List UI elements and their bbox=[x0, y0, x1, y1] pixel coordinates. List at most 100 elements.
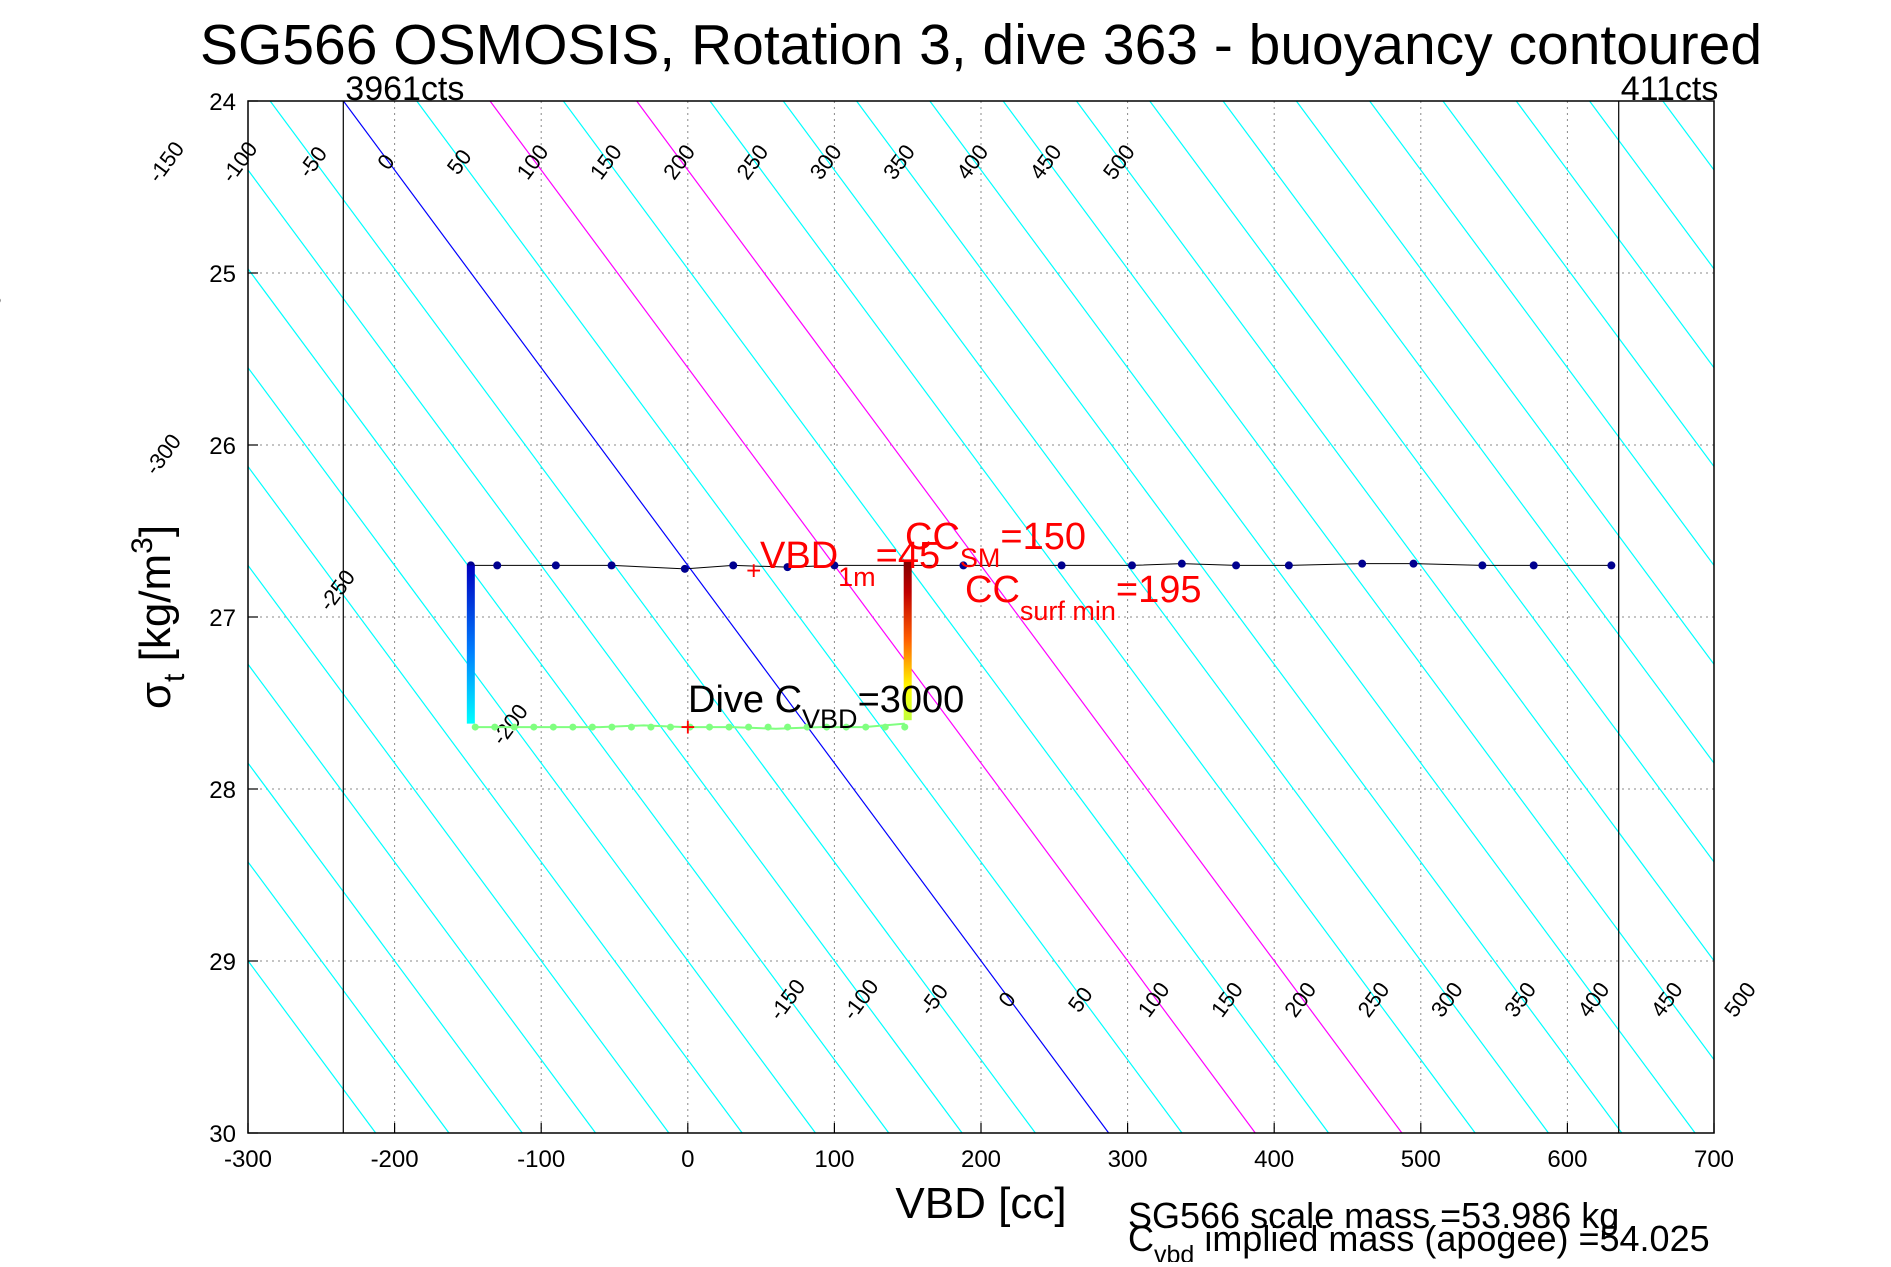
series-0-point-15 bbox=[1358, 559, 1367, 568]
series-2-point-15 bbox=[764, 723, 772, 731]
series-bar-3 bbox=[903, 560, 912, 721]
series-2-point-4 bbox=[549, 723, 557, 731]
x-tick-label-4: 100 bbox=[814, 1146, 854, 1173]
series-2-point-21 bbox=[881, 723, 889, 731]
contour-line-21 bbox=[1149, 101, 1714, 863]
annotation-cc-sm: CCSM=150 bbox=[905, 516, 1086, 573]
contour-line-1 bbox=[248, 860, 450, 1133]
contour-line-26 bbox=[1515, 101, 1714, 369]
footer-implied-mass: Cvbd implied mass (apogee) =54.025 bbox=[1128, 1218, 1710, 1262]
series-0-point-19 bbox=[1607, 561, 1616, 570]
series-2-point-10 bbox=[666, 723, 674, 731]
y-tick-label-1: 25 bbox=[209, 261, 236, 288]
series-2-point-12 bbox=[706, 723, 714, 731]
series-0-point-14 bbox=[1284, 561, 1293, 570]
contour-line-6 bbox=[248, 366, 816, 1133]
x-tick-label-7: 400 bbox=[1254, 1146, 1294, 1173]
x-tick-label-5: 200 bbox=[961, 1146, 1001, 1173]
marker-0: + bbox=[746, 556, 761, 586]
y-tick-label-3: 27 bbox=[209, 605, 236, 632]
contour-line-22 bbox=[1222, 101, 1714, 765]
contour-line-16 bbox=[782, 101, 1549, 1133]
series-0-point-5 bbox=[729, 561, 738, 570]
series-2-point-0 bbox=[471, 723, 479, 731]
contour-line-12 bbox=[489, 101, 1256, 1133]
contour-line-13 bbox=[562, 101, 1330, 1133]
marker-1: + bbox=[680, 712, 695, 742]
series-2-point-9 bbox=[647, 723, 655, 731]
contour-line-15 bbox=[709, 101, 1476, 1133]
chart-title: SG566 OSMOSIS, Rotation 3, dive 363 - bu… bbox=[200, 13, 1762, 77]
contour-line-7 bbox=[248, 267, 890, 1133]
series-0-point-13 bbox=[1232, 561, 1241, 570]
y-tick-label-4: 28 bbox=[209, 777, 236, 804]
annotation-vbd-1m: VBD1m=45 bbox=[760, 535, 940, 592]
series-2-point-16 bbox=[784, 723, 792, 731]
x-tick-label-6: 300 bbox=[1108, 1146, 1148, 1173]
contour-line-0 bbox=[248, 959, 377, 1133]
contour-line-3 bbox=[248, 663, 597, 1133]
series-0-point-17 bbox=[1478, 561, 1487, 570]
series-0-point-9 bbox=[959, 561, 968, 570]
series-0-point-1 bbox=[493, 561, 502, 570]
annotations: VBD1m=45 CCSM=150 CCsurf min=195 bbox=[760, 516, 1202, 626]
series-2-point-5 bbox=[569, 723, 577, 731]
contour-line-10 bbox=[342, 101, 1110, 1133]
x-tick-label-1: -200 bbox=[371, 1146, 419, 1173]
series-2-point-6 bbox=[588, 723, 596, 731]
series-2-point-17 bbox=[803, 723, 811, 731]
series-2-point-22 bbox=[901, 723, 909, 731]
y-tick-label-5: 29 bbox=[209, 949, 236, 976]
contour-line-9 bbox=[269, 101, 1036, 1133]
y-axis-label: σt [kg/m3] bbox=[126, 525, 191, 709]
x-tick-label-2: -100 bbox=[517, 1146, 565, 1173]
series-line-0 bbox=[470, 563, 1612, 570]
data-series: ++ bbox=[466, 556, 1616, 742]
x-tick-label-9: 600 bbox=[1547, 1146, 1587, 1173]
contour-line-19 bbox=[1002, 101, 1714, 1061]
series-bar-1 bbox=[466, 565, 475, 724]
contour-lines bbox=[248, 101, 1714, 1133]
footer-scale-mass: SG566 scale mass =53.986 kg bbox=[1128, 1195, 1619, 1236]
contour-line-23 bbox=[1295, 101, 1714, 666]
series-2-point-8 bbox=[627, 723, 635, 731]
contour-line-8 bbox=[248, 168, 963, 1133]
series-0-point-18 bbox=[1529, 561, 1538, 570]
contour-line-18 bbox=[929, 101, 1696, 1133]
contour-label-top-1: -150 bbox=[143, 137, 189, 187]
series-0-point-12 bbox=[1177, 559, 1186, 568]
series-2-point-18 bbox=[823, 723, 831, 731]
y-tick-label-6: 30 bbox=[209, 1121, 236, 1148]
series-2-point-11 bbox=[686, 723, 694, 731]
x-axis-label: VBD [cc] bbox=[895, 1179, 1066, 1228]
series-2-point-2 bbox=[510, 723, 518, 731]
contour-label-bottom-13: 500 bbox=[1719, 977, 1761, 1021]
y-tick-label-0: 24 bbox=[209, 89, 236, 116]
series-2-point-1 bbox=[491, 723, 499, 731]
x-tick-label-0: -300 bbox=[224, 1146, 272, 1173]
series-2-point-19 bbox=[842, 723, 850, 731]
contour-label-left-1: -300 bbox=[140, 429, 186, 479]
series-0-point-6 bbox=[783, 563, 792, 572]
x-axis: -300 -200 -100 0 100 200 300 400 500 600 700 bbox=[224, 1123, 1734, 1173]
vline-label-0: 3961cts bbox=[345, 70, 464, 108]
series-line-2 bbox=[475, 722, 905, 730]
series-2-point-7 bbox=[608, 723, 616, 731]
series-0-point-2 bbox=[551, 561, 560, 570]
y-tick-label-2: 26 bbox=[209, 433, 236, 460]
contour-line-20 bbox=[1075, 101, 1714, 962]
contour-line-5 bbox=[248, 465, 743, 1133]
contour-line-14 bbox=[636, 101, 1403, 1133]
annotation-dive-cvbd: Dive CVBD=3000 bbox=[688, 679, 964, 734]
contour-line-17 bbox=[856, 101, 1623, 1133]
series-2-point-13 bbox=[725, 723, 733, 731]
series-2-point-14 bbox=[745, 723, 753, 731]
series-0-point-11 bbox=[1127, 561, 1136, 570]
x-tick-label-10: 700 bbox=[1694, 1146, 1734, 1173]
series-2-point-20 bbox=[862, 723, 870, 731]
contour-line-28 bbox=[1662, 101, 1714, 172]
y-axis: 24 25 26 27 28 29 30 bbox=[209, 89, 258, 1148]
series-0-point-7 bbox=[830, 561, 839, 570]
vline-label-1: 411cts bbox=[1621, 70, 1719, 108]
